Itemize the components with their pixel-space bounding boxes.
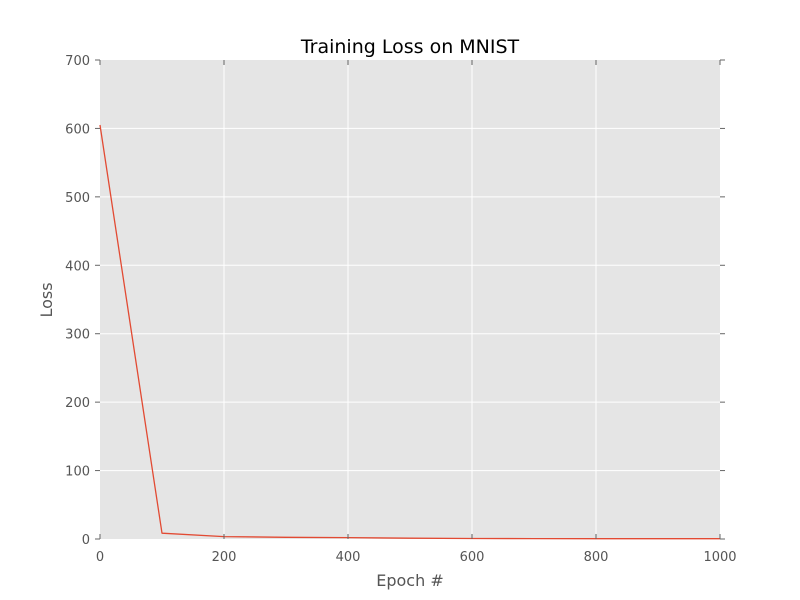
- y-tick-label: 600: [65, 122, 90, 137]
- x-tick-label: 400: [336, 550, 361, 565]
- y-tick-label: 100: [65, 465, 90, 480]
- x-tick-label: 200: [212, 550, 237, 565]
- y-axis-label: Loss: [37, 282, 56, 317]
- y-tick-label: 700: [65, 54, 90, 69]
- x-axis-label: Epoch #: [376, 571, 443, 590]
- loss-line: [99, 124, 720, 540]
- x-tick-label: 0: [96, 550, 104, 565]
- ticks: 0 200 400 600 800 1000 0 100 200 300 400 500 600 700: [65, 54, 736, 565]
- y-tick-label: 400: [65, 259, 90, 274]
- y-tick-label: 200: [65, 396, 90, 411]
- plot-area: [100, 60, 720, 539]
- chart-title: Training Loss on MNIST: [300, 36, 520, 58]
- x-tick-label: 1000: [703, 550, 736, 565]
- series-layer: [99, 124, 720, 540]
- x-tick-label: 800: [584, 550, 609, 565]
- y-tick-label: 500: [65, 191, 90, 206]
- y-tick-label: 300: [65, 328, 90, 343]
- x-tick-label: 600: [460, 550, 485, 565]
- y-tick-label: 0: [82, 533, 90, 548]
- grid: [100, 60, 720, 539]
